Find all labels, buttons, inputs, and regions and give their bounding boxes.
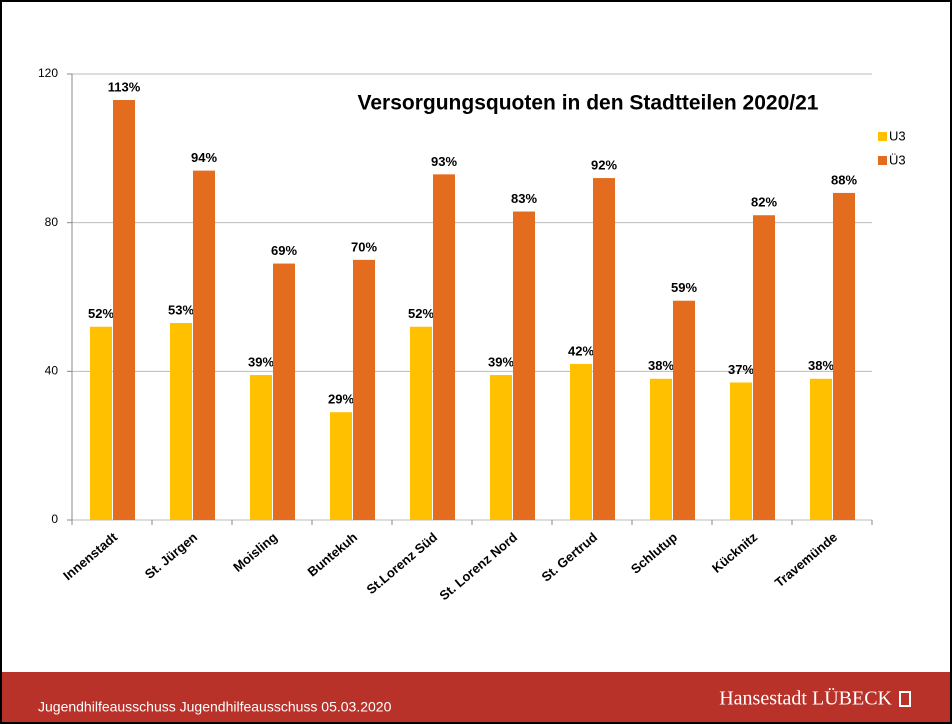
bar <box>330 412 352 520</box>
bar <box>490 375 512 520</box>
value-label: 88% <box>831 172 857 187</box>
legend-swatch <box>878 132 887 141</box>
bar <box>433 174 455 520</box>
bar <box>193 170 215 520</box>
bar <box>273 263 295 520</box>
value-label: 113% <box>108 79 141 94</box>
value-label: 42% <box>568 343 594 358</box>
legend-label: Ü3 <box>889 152 906 167</box>
value-label: 39% <box>248 354 274 369</box>
bar <box>810 378 832 520</box>
bar <box>730 382 752 520</box>
bar <box>513 211 535 520</box>
value-label: 94% <box>191 150 217 165</box>
bar <box>410 326 432 520</box>
y-tick-label: 40 <box>45 364 59 378</box>
y-tick-label: 0 <box>51 512 58 526</box>
value-label: 82% <box>751 195 777 210</box>
bar <box>90 326 112 520</box>
value-label: 70% <box>351 239 377 254</box>
bar <box>593 178 615 521</box>
value-label: 37% <box>728 362 754 377</box>
value-label: 38% <box>808 358 834 373</box>
footer-band <box>2 672 950 722</box>
chart-title: Versorgungsquoten in den Stadtteilen 202… <box>358 92 819 115</box>
bar <box>570 363 592 520</box>
bar <box>170 323 192 520</box>
y-tick-label: 120 <box>38 66 58 80</box>
value-label: 83% <box>511 191 537 206</box>
value-label: 52% <box>408 306 434 321</box>
bar <box>353 259 375 520</box>
bar <box>650 378 672 520</box>
value-label: 53% <box>168 302 194 317</box>
bar <box>753 215 775 520</box>
value-label: 59% <box>671 280 697 295</box>
bar <box>113 100 135 521</box>
value-label: 52% <box>88 306 114 321</box>
legend-swatch <box>878 156 887 165</box>
value-label: 69% <box>271 243 297 258</box>
footer-brand: Hansestadt LÜBECK <box>719 687 892 710</box>
bar <box>250 375 272 520</box>
brand-icon <box>899 691 911 707</box>
y-tick-label: 80 <box>45 215 59 229</box>
bar <box>833 192 855 520</box>
legend-label: U3 <box>889 128 906 143</box>
bar <box>673 300 695 520</box>
value-label: 38% <box>648 358 674 373</box>
value-label: 92% <box>591 158 617 173</box>
value-label: 39% <box>488 354 514 369</box>
value-label: 93% <box>431 154 457 169</box>
value-label: 29% <box>328 392 354 407</box>
footer-meeting: Jugendhilfeausschuss Jugendhilfeausschus… <box>38 699 392 715</box>
